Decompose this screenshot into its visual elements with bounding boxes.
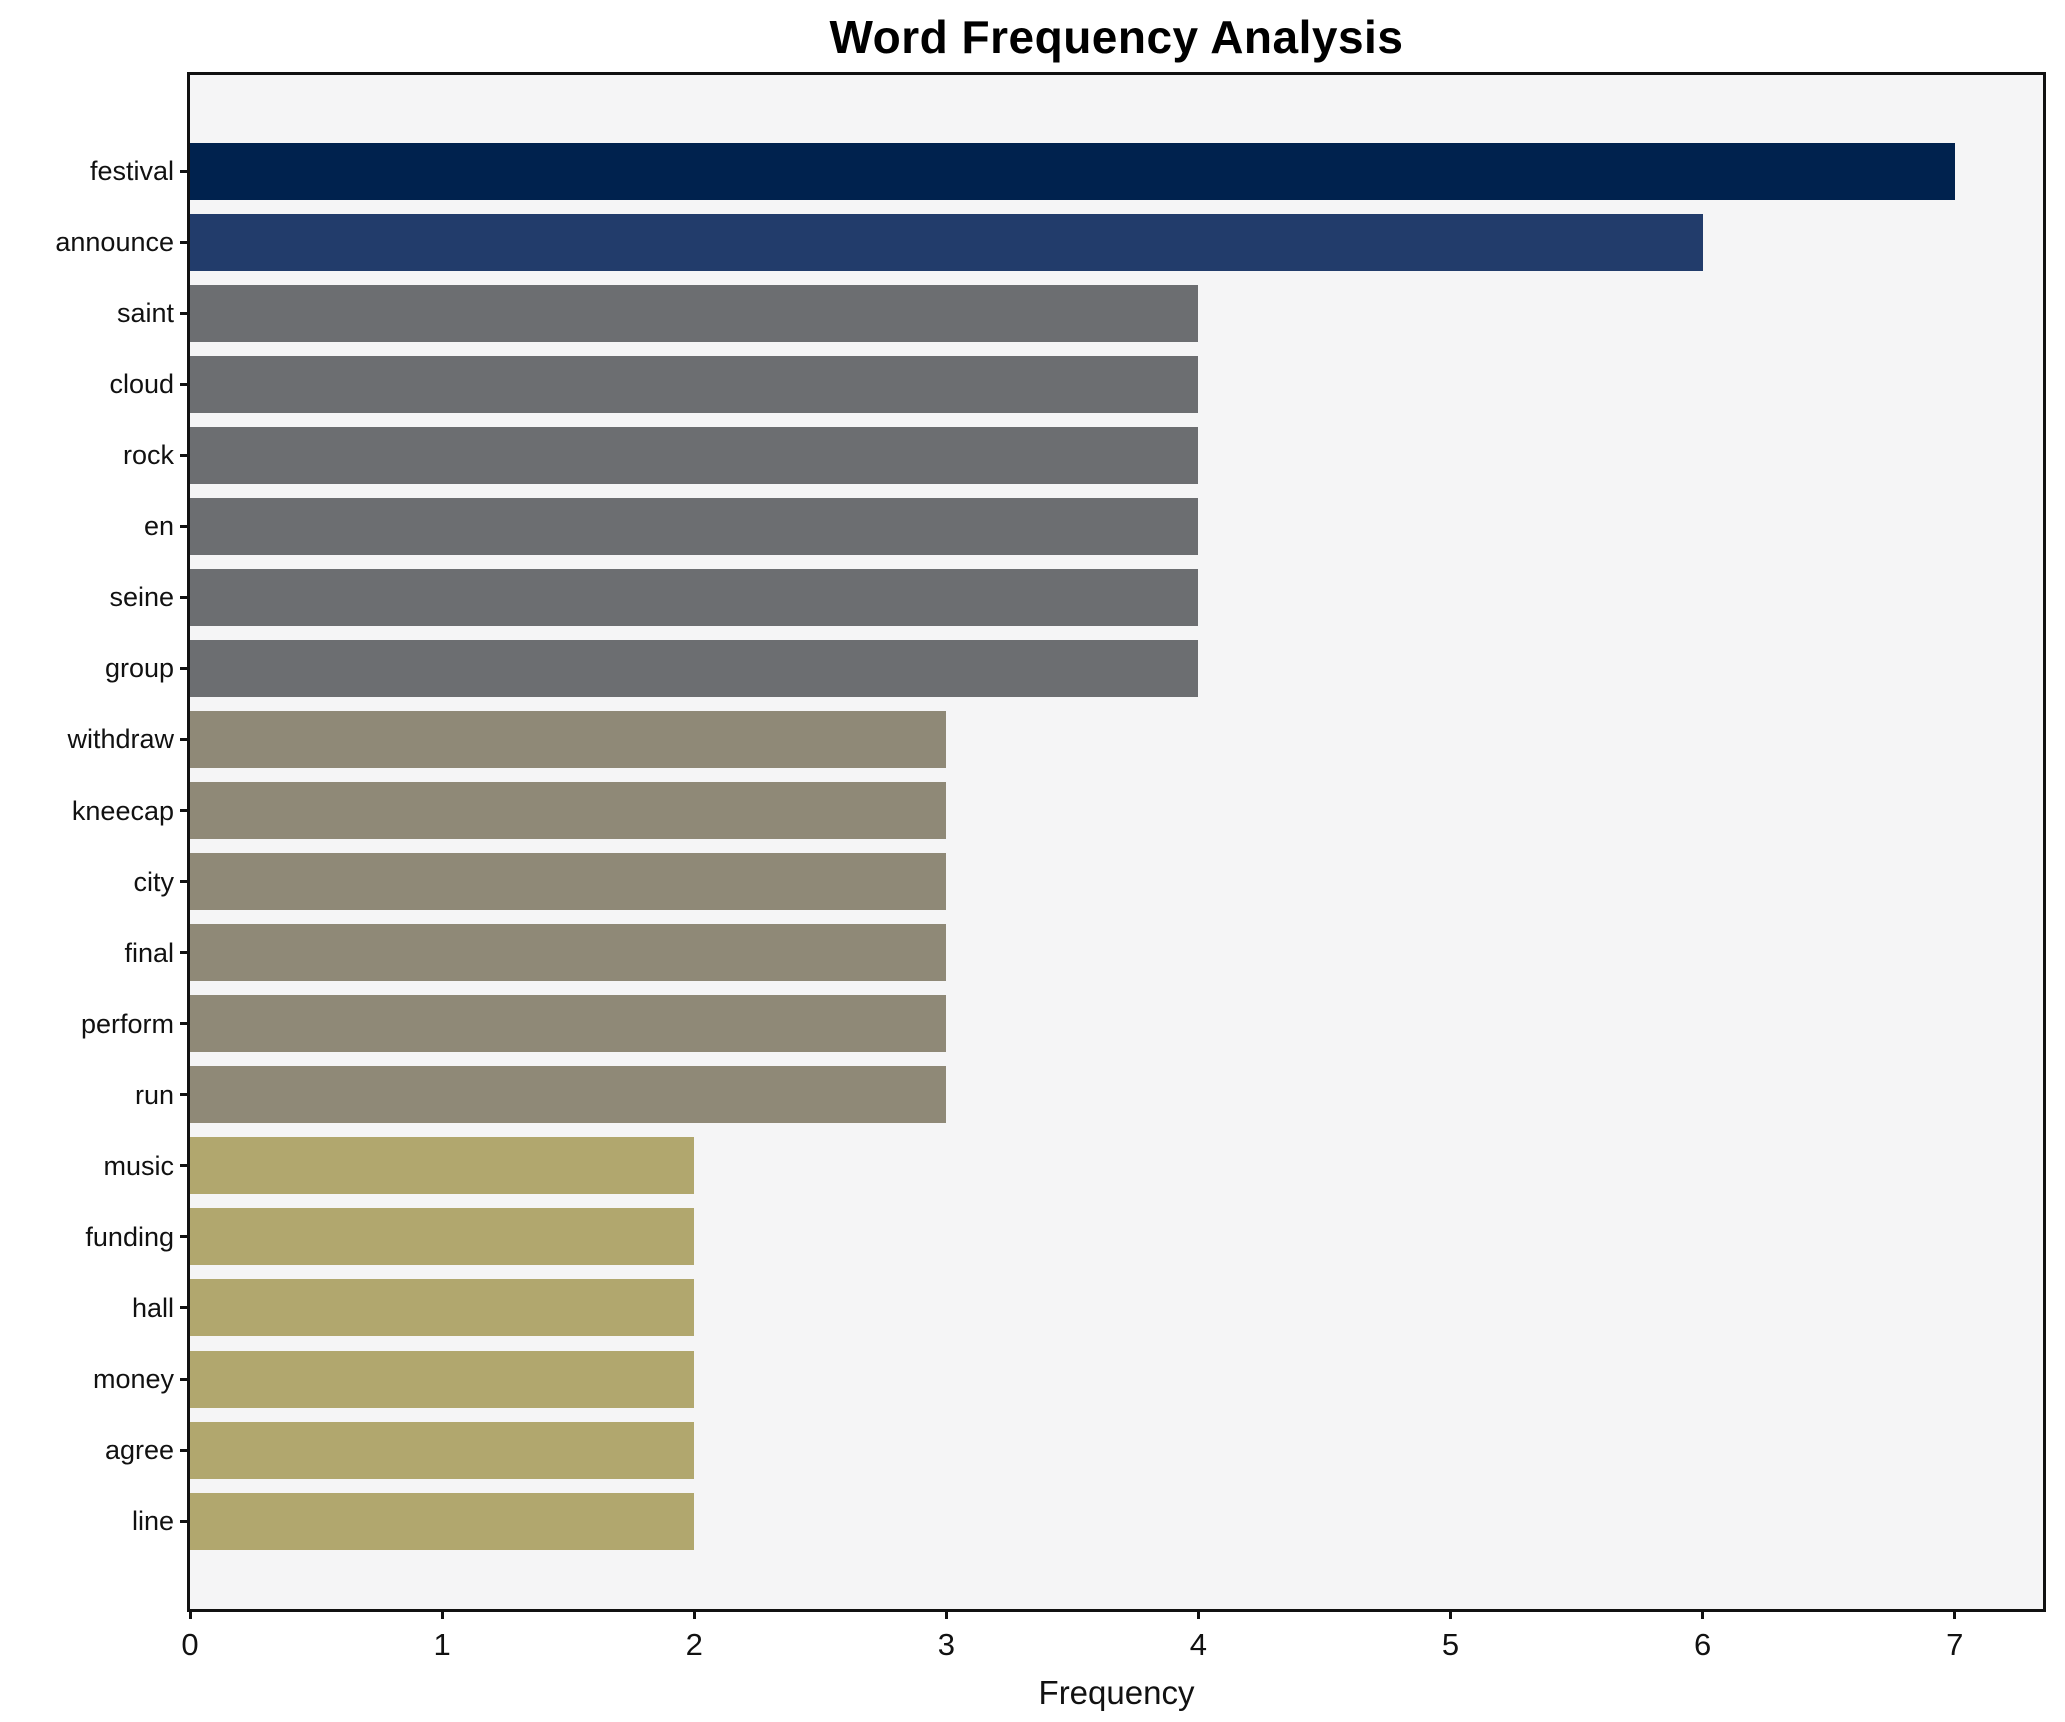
bar-agree <box>190 1421 695 1479</box>
y-label-city: city <box>133 866 175 897</box>
y-label-agree: agree <box>104 1435 174 1466</box>
x-tick-3 <box>944 1609 948 1619</box>
y-label-line: line <box>131 1506 174 1537</box>
y-tick-festival <box>180 169 190 173</box>
y-label-rock: rock <box>122 440 174 471</box>
x-tick-label-3: 3 <box>937 1627 955 1662</box>
y-tick-announce <box>180 240 190 244</box>
bar-music <box>190 1137 695 1195</box>
x-tick-2 <box>692 1609 696 1619</box>
chart-title: Word Frequency Analysis <box>829 11 1404 63</box>
y-tick-kneecap <box>180 809 190 813</box>
y-label-saint: saint <box>116 298 174 329</box>
x-tick-5 <box>1449 1609 1453 1619</box>
y-label-final: final <box>124 937 174 968</box>
y-tick-perform <box>180 1022 190 1026</box>
y-label-money: money <box>92 1364 174 1395</box>
y-tick-line <box>180 1519 190 1523</box>
y-label-music: music <box>103 1150 174 1181</box>
y-label-announce: announce <box>55 227 174 258</box>
y-tick-music <box>180 1164 190 1168</box>
x-tick-label-4: 4 <box>1189 1627 1208 1662</box>
x-tick-4 <box>1196 1609 1200 1619</box>
x-tick-label-7: 7 <box>1946 1627 1964 1662</box>
y-label-group: group <box>104 653 174 684</box>
y-tick-hall <box>180 1306 190 1310</box>
bar-funding <box>190 1208 695 1266</box>
bar-final <box>190 924 947 982</box>
y-tick-group <box>180 666 190 670</box>
y-tick-rock <box>180 453 190 457</box>
y-label-festival: festival <box>89 156 174 186</box>
bar-group <box>190 639 1199 697</box>
y-tick-withdraw <box>180 737 190 741</box>
bar-cloud <box>190 355 1199 413</box>
bar-hall <box>190 1279 695 1337</box>
bar-saint <box>190 284 1199 342</box>
plot-area: festival announce saint cloud rock en seine gro… <box>55 72 2046 1662</box>
bar-en <box>190 497 1199 555</box>
bar-run <box>190 1066 947 1124</box>
y-label-seine: seine <box>109 582 174 613</box>
bar-rock <box>190 426 1199 484</box>
y-tick-funding <box>180 1235 190 1239</box>
y-label-withdraw: withdraw <box>67 724 174 755</box>
bar-perform <box>190 995 947 1053</box>
y-tick-city <box>180 880 190 884</box>
y-tick-money <box>180 1377 190 1381</box>
y-label-cloud: cloud <box>109 369 174 400</box>
bar-kneecap <box>190 782 947 840</box>
y-tick-agree <box>180 1448 190 1452</box>
bar-city <box>190 853 947 911</box>
y-label-run: run <box>134 1079 174 1110</box>
y-tick-seine <box>180 595 190 599</box>
x-tick-1 <box>440 1609 444 1619</box>
x-tick-label-6: 6 <box>1694 1627 1712 1662</box>
y-label-perform: perform <box>80 1008 174 1039</box>
x-tick-7 <box>1953 1609 1957 1619</box>
bar-withdraw <box>190 710 947 768</box>
bar-money <box>190 1350 695 1408</box>
y-tick-final <box>180 951 190 955</box>
x-tick-0 <box>188 1609 192 1619</box>
x-tick-6 <box>1701 1609 1705 1619</box>
y-label-kneecap: kneecap <box>71 795 174 826</box>
bar-announce <box>190 213 1703 271</box>
x-tick-label-1: 1 <box>433 1627 451 1662</box>
y-label-funding: funding <box>85 1221 174 1252</box>
bar-seine <box>190 568 1199 626</box>
y-label-hall: hall <box>131 1292 174 1323</box>
x-axis-label: Frequency <box>1038 1674 1195 1711</box>
y-label-en: en <box>143 511 174 542</box>
x-tick-label-5: 5 <box>1441 1627 1460 1662</box>
bar-line <box>190 1492 695 1550</box>
x-tick-label-2: 2 <box>685 1627 703 1662</box>
y-tick-saint <box>180 311 190 315</box>
bar-festival <box>190 142 1955 200</box>
y-tick-run <box>180 1093 190 1097</box>
y-tick-cloud <box>180 382 190 386</box>
x-tick-label-0: 0 <box>181 1627 199 1662</box>
y-tick-en <box>180 524 190 528</box>
